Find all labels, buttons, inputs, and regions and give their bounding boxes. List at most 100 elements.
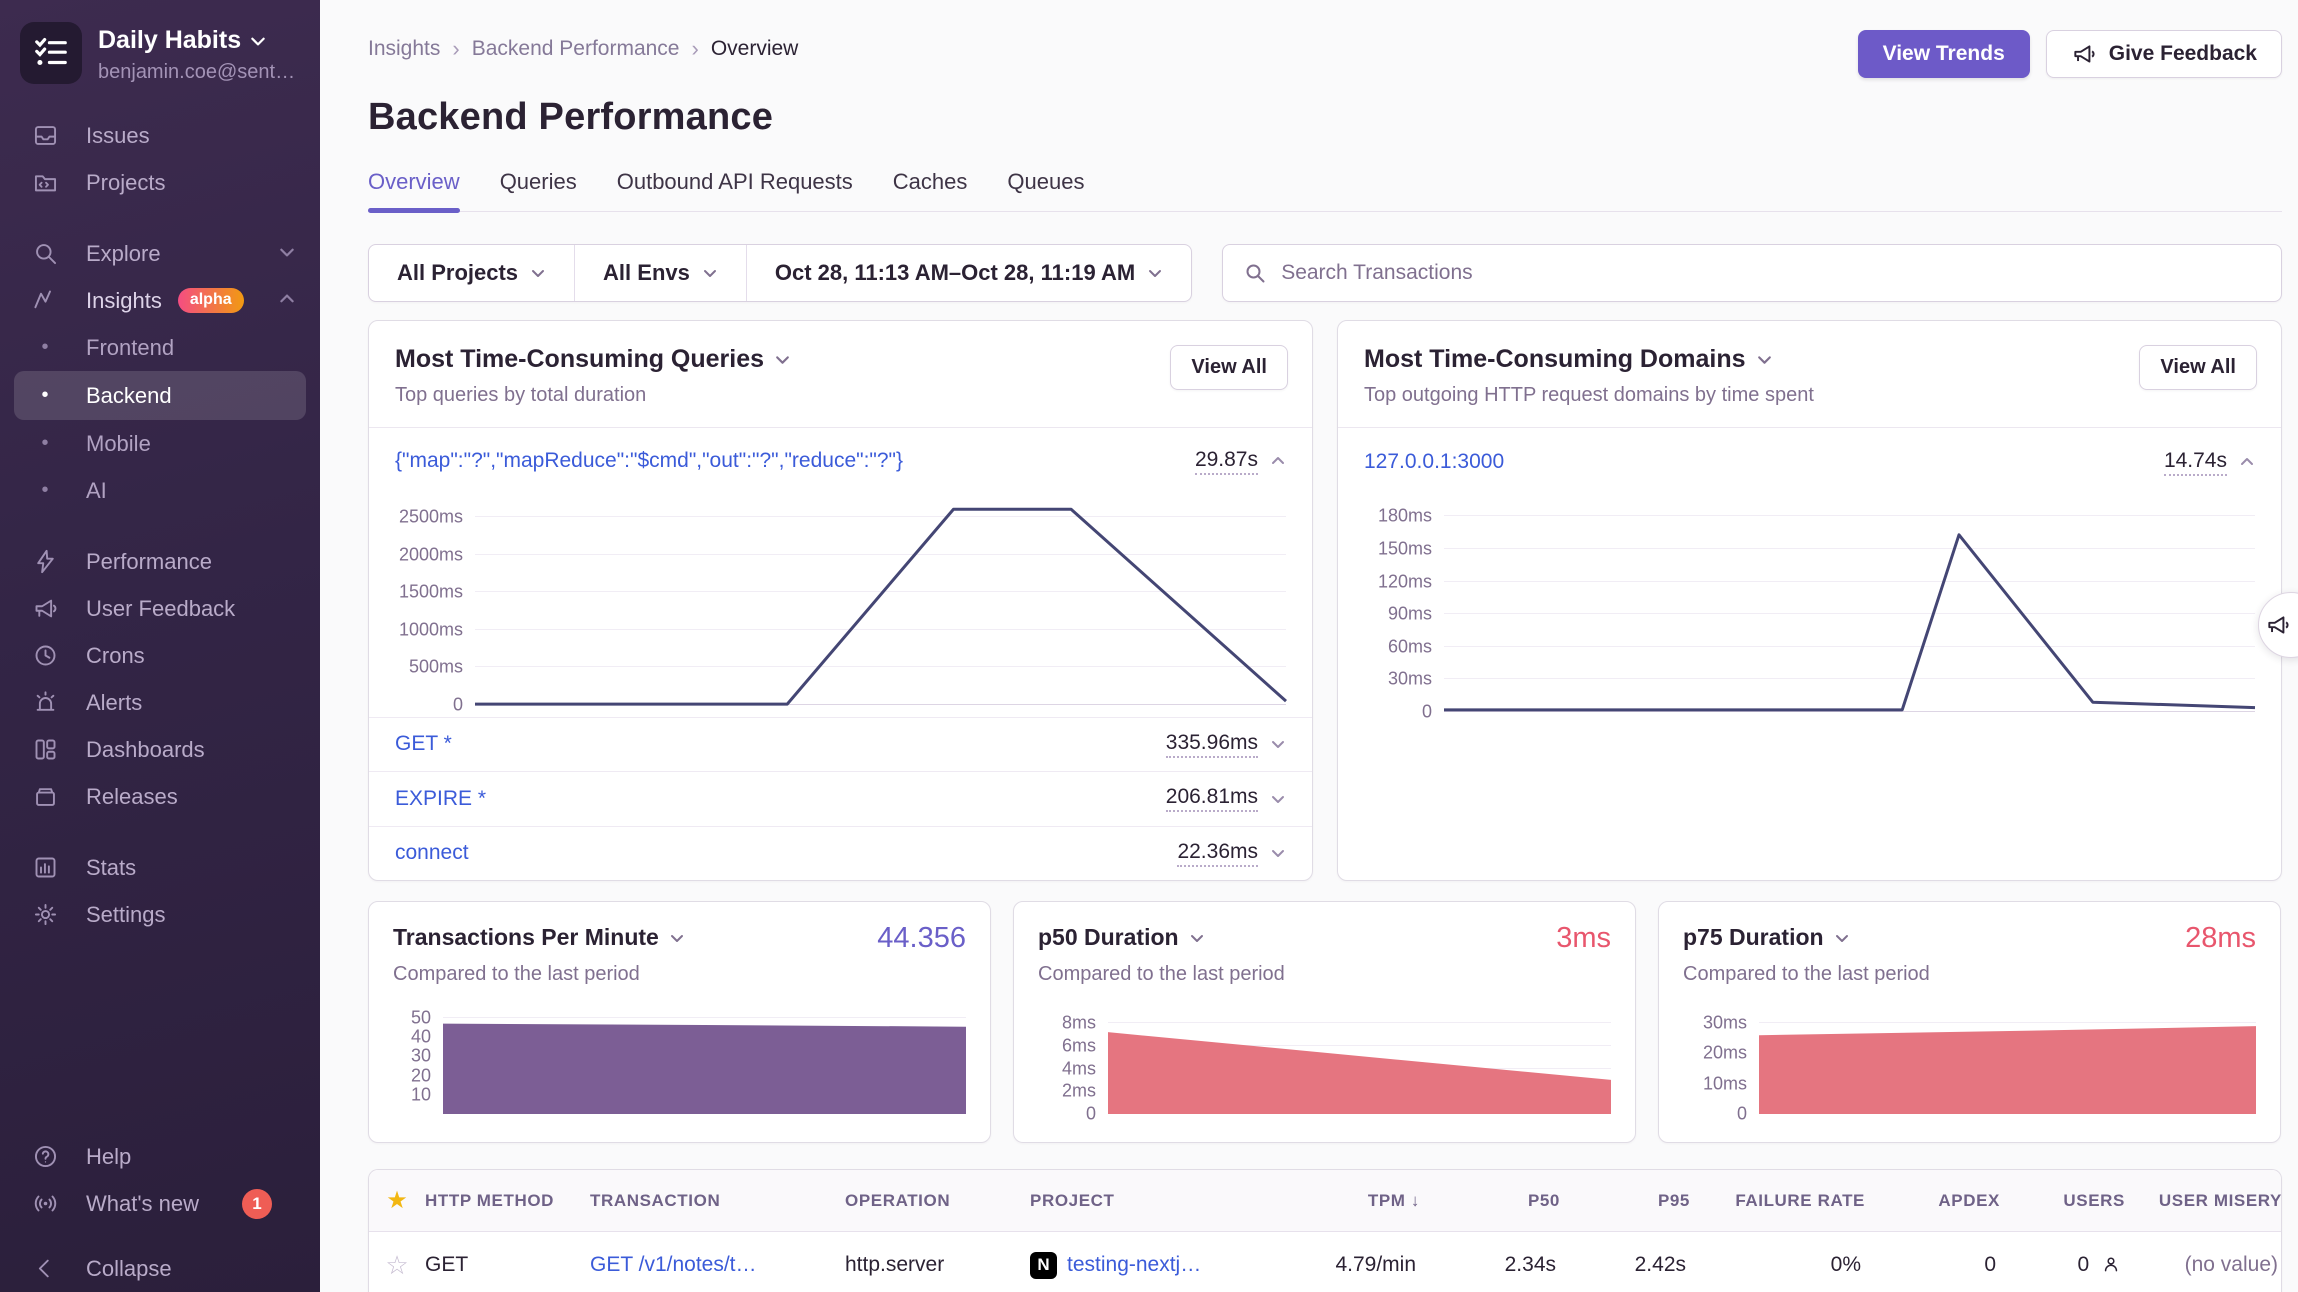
main-content: Insights › Backend Performance › Overvie… <box>320 0 2298 1292</box>
environment-filter[interactable]: All Envs <box>574 245 746 301</box>
column-header-apdex[interactable]: APDEX <box>1865 1191 2000 1211</box>
axis-tick-label: 40 <box>387 1027 431 1048</box>
domain-link[interactable]: 127.0.0.1:3000 <box>1364 450 1504 474</box>
sidebar-item-label: Frontend <box>86 335 174 361</box>
sidebar-footer: Help What's new 1 Collapse <box>0 1133 320 1292</box>
star-toggle[interactable]: ☆ <box>369 1250 425 1281</box>
sidebar-item-settings[interactable]: Settings <box>0 891 320 938</box>
sidebar: Daily Habits benjamin.coe@sent… Issues P… <box>0 0 320 1292</box>
query-row-expanded: {"map":"?","mapReduce":"$cmd","out":"?",… <box>369 434 1312 488</box>
help-icon <box>30 1143 60 1170</box>
chevron-down-icon[interactable] <box>1756 351 1773 368</box>
breadcrumb: Insights › Backend Performance › Overvie… <box>368 30 798 62</box>
axis-tick-label: 2000ms <box>379 544 463 565</box>
metric-value: 28ms <box>2185 922 2256 955</box>
axis-tick-label: 120ms <box>1348 571 1432 592</box>
project-link[interactable]: testing-nextj… <box>1067 1253 1201 1277</box>
sidebar-item-ai[interactable]: • AI <box>0 467 320 514</box>
give-feedback-label: Give Feedback <box>2109 42 2257 66</box>
tab-label: Queries <box>500 169 577 194</box>
breadcrumb-backend-performance[interactable]: Backend Performance <box>472 37 680 61</box>
date-range-filter[interactable]: Oct 28, 11:13 AM–Oct 28, 11:19 AM <box>746 245 1191 301</box>
chevron-down-icon[interactable] <box>1270 791 1286 807</box>
sidebar-item-explore[interactable]: Explore <box>0 230 320 277</box>
transaction-link[interactable]: GET /v1/notes/t… <box>590 1253 757 1276</box>
sidebar-item-alerts[interactable]: Alerts <box>0 679 320 726</box>
sidebar-item-backend[interactable]: • Backend <box>14 371 306 420</box>
http-method-cell: GET <box>425 1253 590 1277</box>
queries-view-all-button[interactable]: View All <box>1170 345 1288 390</box>
chevron-down-icon[interactable] <box>1189 930 1205 946</box>
metric-value: 3ms <box>1556 922 1611 955</box>
chevron-up-icon[interactable] <box>2239 454 2255 470</box>
chevron-up-icon <box>278 290 296 308</box>
sidebar-item-dashboards[interactable]: Dashboards <box>0 726 320 773</box>
tab-label: Queues <box>1007 169 1084 194</box>
query-link[interactable]: connect <box>395 841 469 865</box>
sidebar-item-label: AI <box>86 478 107 504</box>
column-header-users[interactable]: USERS <box>2000 1191 2125 1211</box>
axis-tick-label: 4ms <box>1032 1058 1096 1079</box>
column-header-p95[interactable]: P95 <box>1560 1191 1690 1211</box>
tab-outbound-api-requests[interactable]: Outbound API Requests <box>617 169 853 211</box>
tpm-chart: 5040302010 <box>387 1014 966 1114</box>
domains-view-all-button[interactable]: View All <box>2139 345 2257 390</box>
sidebar-item-help[interactable]: Help <box>0 1133 320 1180</box>
sidebar-item-label: Collapse <box>86 1256 172 1282</box>
breadcrumb-insights[interactable]: Insights <box>368 37 440 61</box>
sidebar-item-insights[interactable]: Insights alpha <box>0 277 320 324</box>
sidebar-item-projects[interactable]: Projects <box>0 159 320 206</box>
tab-caches[interactable]: Caches <box>893 169 968 211</box>
query-link[interactable]: {"map":"?","mapReduce":"$cmd","out":"?",… <box>395 449 903 473</box>
metric-subtitle: Compared to the last period <box>393 963 966 986</box>
column-header-transaction: TRANSACTION <box>590 1191 845 1211</box>
gear-icon <box>30 901 60 928</box>
sidebar-item-issues[interactable]: Issues <box>0 112 320 159</box>
star-icon[interactable]: ★ <box>369 1186 425 1215</box>
tab-queries[interactable]: Queries <box>500 169 577 211</box>
view-trends-button[interactable]: View Trends <box>1858 30 2030 78</box>
most-time-consuming-domains-panel: Most Time-Consuming Domains Top outgoing… <box>1337 320 2282 881</box>
sidebar-item-crons[interactable]: Crons <box>0 632 320 679</box>
search-transactions-input[interactable] <box>1281 261 2261 285</box>
siren-icon <box>30 689 60 716</box>
axis-tick-label: 500ms <box>379 657 463 678</box>
breadcrumb-separator: › <box>691 36 698 62</box>
users-cell: 0 <box>2000 1253 2125 1277</box>
column-header-http-method: HTTP METHOD <box>425 1191 590 1211</box>
sidebar-item-performance[interactable]: Performance <box>0 538 320 585</box>
project-filter[interactable]: All Projects <box>369 245 574 301</box>
sidebar-item-stats[interactable]: Stats <box>0 844 320 891</box>
chevron-down-icon <box>530 265 546 281</box>
chevron-down-icon[interactable] <box>1270 845 1286 861</box>
query-link[interactable]: GET * <box>395 732 452 756</box>
sidebar-item-whats-new[interactable]: What's new 1 <box>0 1180 320 1227</box>
query-link[interactable]: EXPIRE * <box>395 787 486 811</box>
chevron-up-icon[interactable] <box>1270 453 1286 469</box>
chevron-down-icon[interactable] <box>1270 736 1286 752</box>
column-header-p50[interactable]: P50 <box>1420 1191 1560 1211</box>
p95-cell: 2.42s <box>1560 1253 1690 1277</box>
sidebar-item-user-feedback[interactable]: User Feedback <box>0 585 320 632</box>
sidebar-collapse-button[interactable]: Collapse <box>0 1245 320 1292</box>
sidebar-item-frontend[interactable]: • Frontend <box>0 324 320 371</box>
chevron-down-icon[interactable] <box>1834 930 1850 946</box>
column-header-user-misery[interactable]: USER MISERY <box>2125 1191 2282 1211</box>
breadcrumb-separator: › <box>452 36 459 62</box>
metric-subtitle: Compared to the last period <box>1038 963 1611 986</box>
sidebar-item-label: What's new <box>86 1191 199 1217</box>
tab-queues[interactable]: Queues <box>1007 169 1084 211</box>
sidebar-item-releases[interactable]: Releases <box>0 773 320 820</box>
tab-overview[interactable]: Overview <box>368 169 460 211</box>
chevron-down-icon[interactable] <box>774 351 791 368</box>
column-header-tpm[interactable]: TPM ↓ <box>1270 1191 1420 1211</box>
sidebar-item-mobile[interactable]: • Mobile <box>0 420 320 467</box>
give-feedback-button[interactable]: Give Feedback <box>2046 30 2282 78</box>
column-header-failure-rate[interactable]: FAILURE RATE <box>1690 1191 1865 1211</box>
org-switcher[interactable]: Daily Habits benjamin.coe@sent… <box>0 0 320 98</box>
chevron-down-icon <box>1147 265 1163 281</box>
sidebar-nav: Issues Projects Explore Insights alpha • <box>0 112 320 938</box>
domain-row-expanded: 127.0.0.1:3000 14.74s <box>1338 434 2281 490</box>
axis-tick-label: 10ms <box>1677 1073 1747 1094</box>
chevron-down-icon[interactable] <box>669 930 685 946</box>
